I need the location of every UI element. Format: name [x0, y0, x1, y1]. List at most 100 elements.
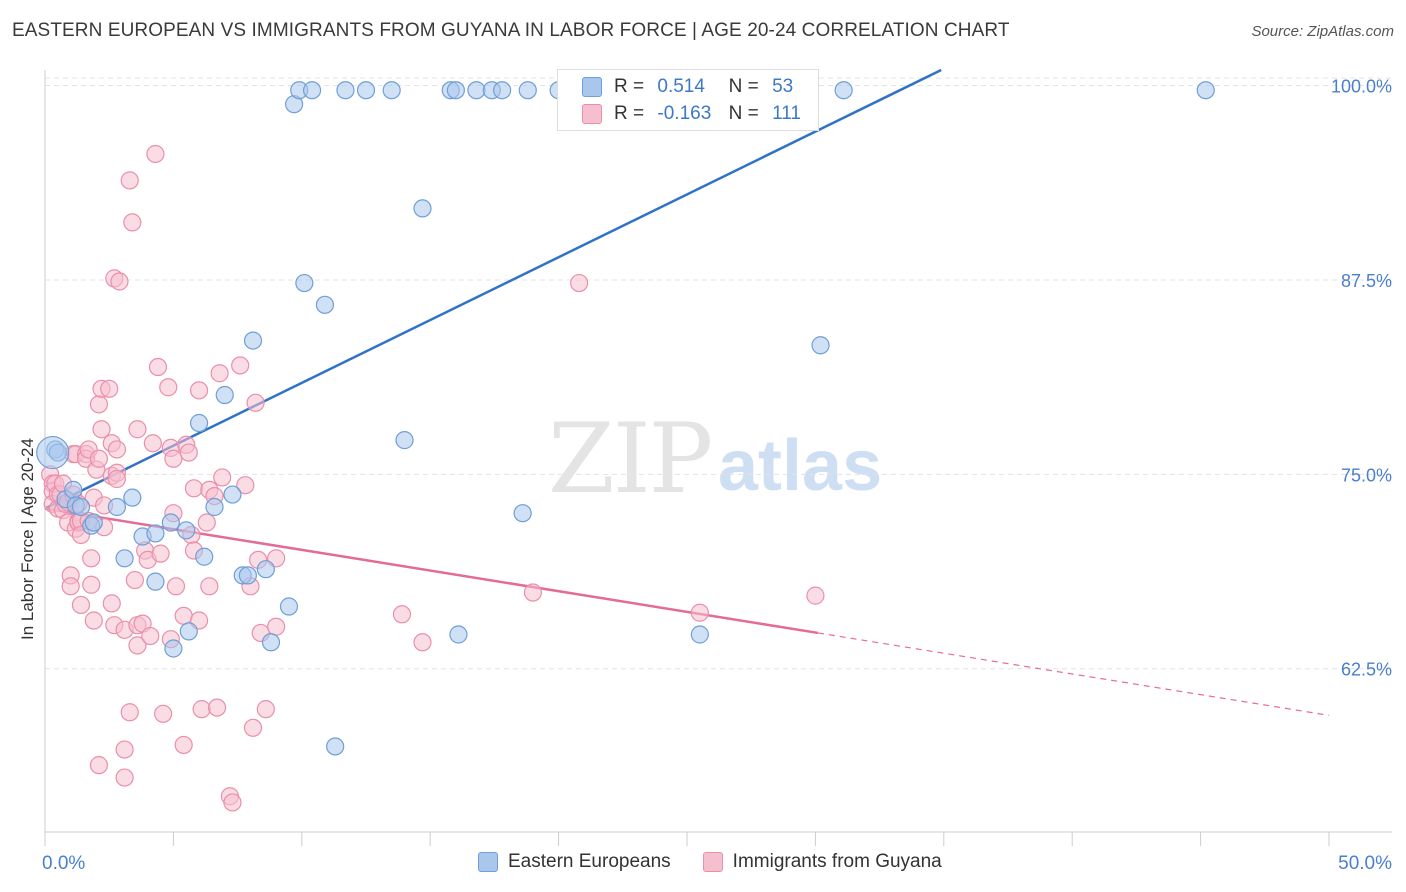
- legend-row-eastern-europeans: R = 0.514 N = 53: [582, 76, 794, 98]
- point-guyana: [89, 756, 109, 775]
- point-guyana: [146, 144, 165, 164]
- point-guyana: [61, 577, 80, 596]
- point-eastern-european: [107, 497, 127, 517]
- n-value: 53: [772, 76, 794, 97]
- point-guyana: [82, 575, 101, 594]
- point-guyana: [184, 479, 204, 498]
- watermark-atlas: atlas: [718, 426, 882, 506]
- legend-item-guyana[interactable]: Immigrants from Guyana: [702, 851, 942, 873]
- point-eastern-european: [493, 81, 512, 100]
- point-guyana: [806, 586, 825, 605]
- point-guyana: [141, 626, 160, 646]
- point-guyana: [236, 476, 255, 495]
- x-tick-label-min: 0.0%: [42, 853, 85, 874]
- legend-swatch-blue: [582, 77, 602, 97]
- point-eastern-european: [261, 633, 281, 652]
- point-guyana: [159, 378, 178, 397]
- point-guyana: [256, 700, 275, 719]
- legend-swatch-pink: [582, 104, 602, 124]
- point-eastern-european: [467, 81, 486, 100]
- point-eastern-european: [811, 336, 830, 355]
- point-eastern-european: [449, 625, 468, 644]
- point-eastern-european: [205, 497, 224, 517]
- point-guyana: [143, 434, 162, 453]
- point-guyana: [174, 606, 193, 625]
- point-guyana: [125, 570, 144, 590]
- y-tick-label: 100.0%: [1331, 77, 1392, 97]
- point-eastern-european: [356, 81, 376, 100]
- n-label: N =: [728, 76, 759, 97]
- watermark: ZIP atlas: [548, 403, 882, 515]
- legend-swatch-blue: [478, 852, 498, 872]
- point-guyana: [192, 700, 211, 719]
- point-guyana: [570, 273, 589, 293]
- point-eastern-european: [243, 331, 263, 350]
- point-eastern-european: [161, 513, 180, 532]
- point-guyana: [120, 703, 139, 722]
- point-guyana: [92, 420, 111, 439]
- point-guyana: [82, 549, 101, 568]
- point-guyana: [164, 449, 183, 468]
- point-guyana: [107, 469, 127, 489]
- point-guyana: [174, 735, 193, 755]
- point-eastern-european: [238, 566, 257, 585]
- point-guyana: [100, 379, 119, 398]
- point-guyana: [392, 605, 412, 624]
- point-guyana: [690, 603, 709, 622]
- point-guyana: [179, 443, 198, 462]
- point-guyana: [197, 513, 216, 532]
- watermark-zip: ZIP: [548, 403, 711, 515]
- r-value: 0.514: [657, 76, 705, 97]
- point-eastern-european: [834, 81, 853, 100]
- point-guyana: [413, 633, 432, 652]
- n-value: 111: [772, 103, 801, 124]
- point-eastern-european: [315, 295, 335, 314]
- point-eastern-european: [513, 504, 532, 523]
- point-eastern-european: [164, 639, 183, 658]
- point-guyana: [123, 213, 142, 232]
- r-value: -0.163: [657, 103, 712, 124]
- point-guyana: [213, 468, 232, 487]
- point-guyana: [189, 381, 209, 400]
- trend-line-guyana-extrapolated: [817, 632, 1330, 716]
- r-label: R =: [614, 103, 645, 124]
- point-guyana: [128, 420, 147, 439]
- point-eastern-european: [326, 737, 345, 756]
- r-label: R =: [614, 76, 645, 97]
- point-guyana: [107, 440, 127, 459]
- point-guyana: [102, 594, 121, 613]
- data-points: [36, 81, 1215, 812]
- point-eastern-european: [295, 273, 314, 293]
- point-eastern-european: [146, 572, 165, 591]
- point-eastern-european: [413, 199, 432, 218]
- point-guyana: [166, 577, 186, 596]
- point-guyana: [115, 740, 134, 759]
- trend-line-eastern-europeans: [44, 68, 942, 510]
- point-guyana: [523, 583, 543, 602]
- chart-title: EASTERN EUROPEAN VS IMMIGRANTS FROM GUYA…: [12, 20, 1010, 41]
- point-eastern-european: [189, 413, 209, 433]
- point-guyana: [223, 793, 242, 812]
- x-tick-label-max: 50.0%: [1338, 853, 1392, 874]
- point-guyana: [84, 611, 103, 630]
- point-eastern-european: [146, 524, 165, 543]
- point-guyana: [210, 364, 229, 383]
- point-eastern-european-large: [36, 435, 70, 470]
- point-eastern-european: [177, 521, 196, 540]
- point-eastern-european: [115, 549, 134, 568]
- point-guyana: [71, 595, 91, 615]
- point-eastern-european: [382, 81, 401, 100]
- legend-item-eastern-europeans[interactable]: Eastern Europeans: [478, 851, 671, 873]
- legend-swatch-pink: [702, 852, 723, 872]
- legend-row-guyana: R = -0.163 N = 111: [582, 103, 801, 125]
- point-eastern-european: [179, 622, 198, 641]
- correlation-legend: R = 0.514 N = 53 R = -0.163 N = 111: [557, 69, 819, 131]
- point-eastern-european: [123, 488, 142, 507]
- n-label: N =: [728, 103, 759, 124]
- point-guyana: [148, 357, 168, 377]
- point-eastern-european: [279, 597, 299, 616]
- y-tick-label: 75.0%: [1341, 465, 1392, 485]
- y-tick-label: 87.5%: [1341, 271, 1392, 291]
- point-eastern-european: [256, 560, 275, 579]
